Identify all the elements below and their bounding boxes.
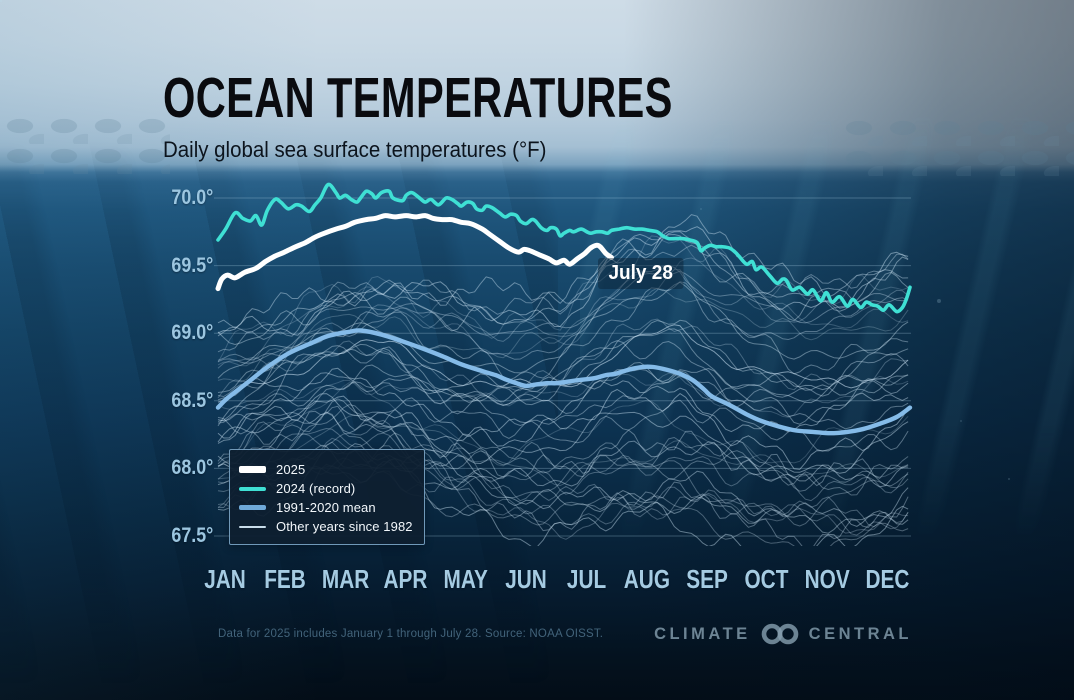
light-rays-decoration <box>579 110 1074 544</box>
x-tick-oct: OCT <box>744 564 789 594</box>
x-tick-jun: JUN <box>505 564 547 594</box>
x-tick-jul: JUL <box>566 564 606 594</box>
water-particles-decoration <box>0 0 2 2</box>
waterline-waves-right <box>839 116 1074 176</box>
y-tick-68: 68.0° <box>171 456 213 480</box>
logo-word-climate: CLIMATE <box>654 624 751 643</box>
y-tick-69: 69.0° <box>171 321 213 345</box>
chart-legend: 2025 2024 (record) 1991-2020 mean Other … <box>229 449 425 545</box>
legend-label-other-years: Other years since 1982 <box>276 519 413 534</box>
x-tick-aug: AUG <box>623 564 670 594</box>
waterline-waves-left <box>0 114 170 174</box>
x-tick-mar: MAR <box>321 564 370 594</box>
page-title: OCEAN TEMPERATURES <box>163 66 673 130</box>
y-tick-70: 70.0° <box>171 186 213 209</box>
source-note: Data for 2025 includes January 1 through… <box>218 628 604 640</box>
legend-label-2024: 2024 (record) <box>276 481 356 496</box>
annotation-july-28: July 28 <box>598 258 684 289</box>
climate-central-logo: CLIMATE CENTRAL <box>654 622 912 646</box>
legend-item-2025: 2025 <box>239 460 424 479</box>
x-tick-feb: FEB <box>264 564 306 594</box>
x-tick-apr: APR <box>383 564 428 594</box>
legend-swatch-2024 <box>239 486 266 491</box>
x-tick-jan: JAN <box>204 564 246 594</box>
legend-swatch-2025 <box>239 466 266 473</box>
legend-swatch-other-years <box>239 525 266 528</box>
page-subtitle: Daily global sea surface temperatures (°… <box>163 137 547 162</box>
legend-label-2025: 2025 <box>276 462 306 477</box>
legend-swatch-mean <box>239 505 266 510</box>
dark-streaks-decoration <box>0 140 559 686</box>
x-tick-may: MAY <box>443 564 488 594</box>
interlocking-rings-icon <box>761 623 798 645</box>
legend-label-mean: 1991-2020 mean <box>276 500 376 515</box>
x-tick-dec: DEC <box>865 564 910 594</box>
legend-item-other-years: Other years since 1982 <box>239 517 424 536</box>
x-tick-sep: SEP <box>685 564 728 594</box>
annotation-label: July 28 <box>608 262 673 284</box>
legend-item-1991-2020-mean: 1991-2020 mean <box>239 498 424 517</box>
y-tick-67.5: 67.5° <box>171 524 213 547</box>
legend-item-2024-record: 2024 (record) <box>239 479 424 498</box>
y-tick-69.5: 69.5° <box>171 253 213 277</box>
y-tick-68.5: 68.5° <box>171 388 213 412</box>
logo-word-central: CENTRAL <box>808 624 912 643</box>
x-tick-nov: NOV <box>804 564 850 594</box>
